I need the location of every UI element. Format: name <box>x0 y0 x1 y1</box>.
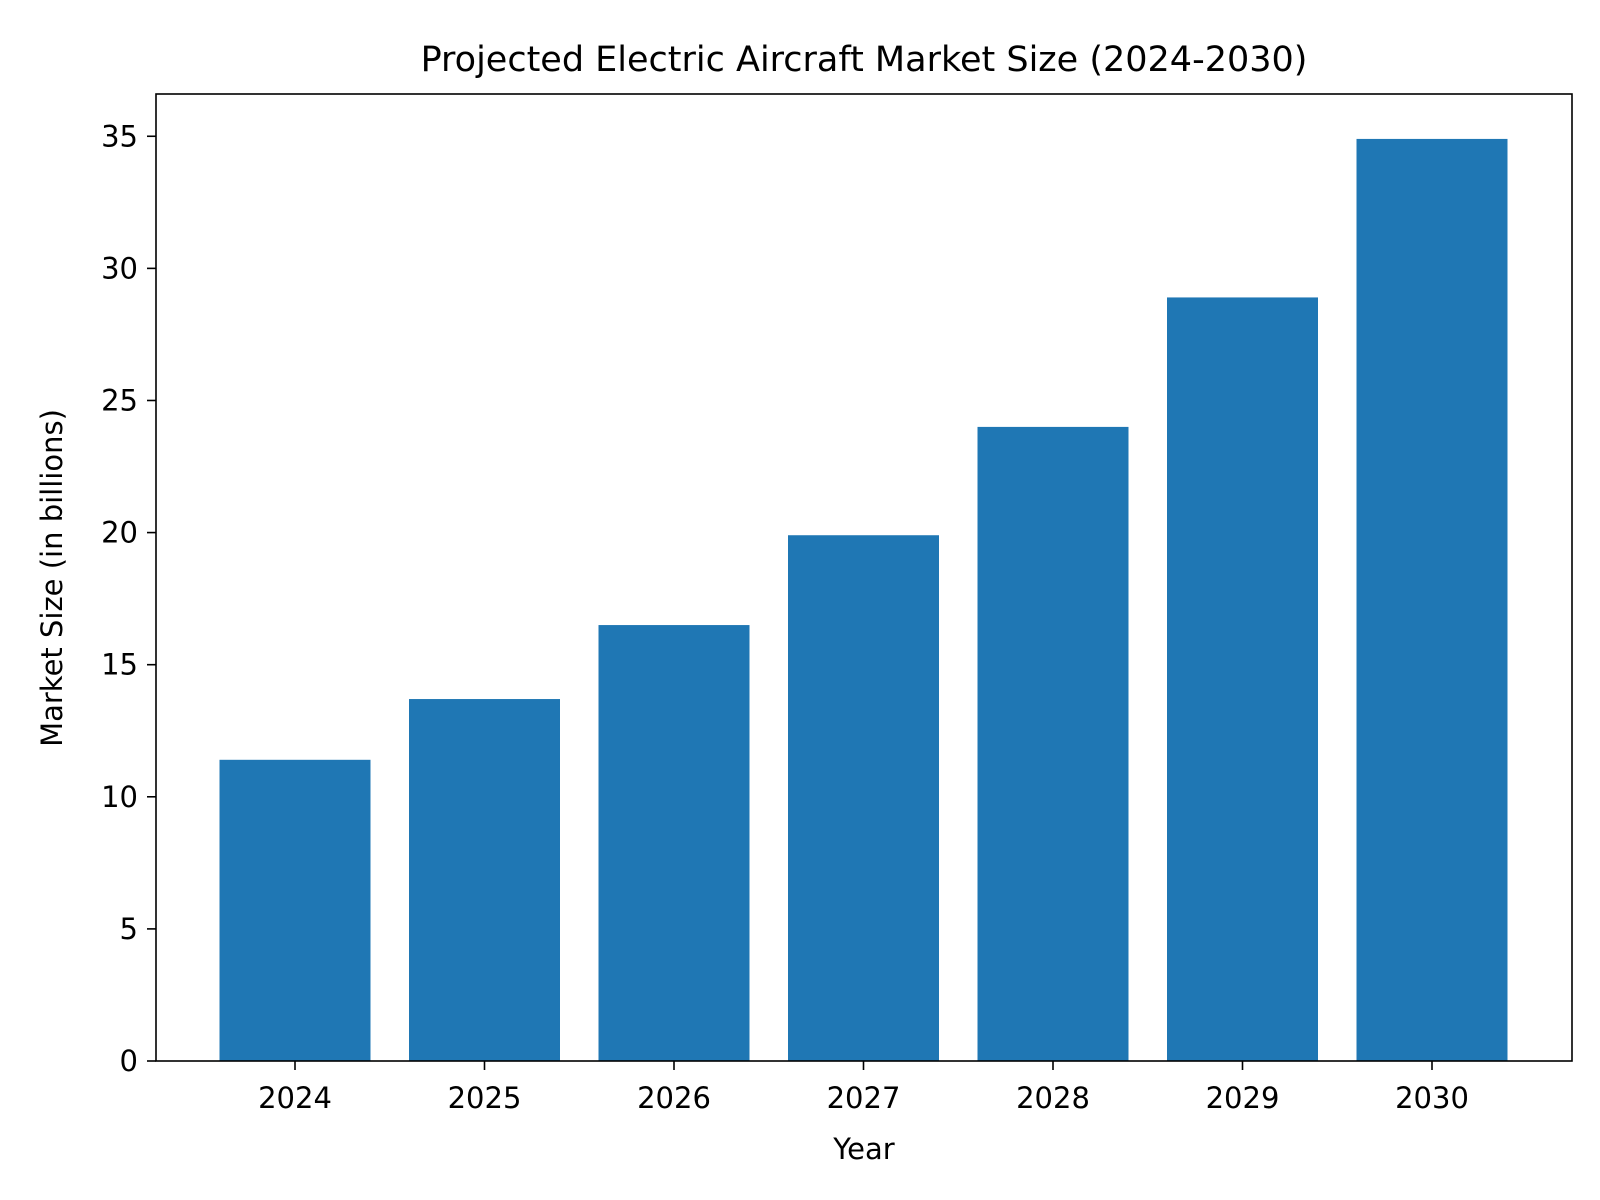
bar-2029 <box>1167 297 1318 1061</box>
bar-2028 <box>977 426 1129 1061</box>
y-tick-label-35: 35 <box>101 119 138 153</box>
bar-2025 <box>409 699 560 1061</box>
x-tick-label-2030: 2030 <box>1395 1081 1469 1115</box>
y-tick-label-30: 30 <box>101 251 138 285</box>
x-tick-label-2029: 2029 <box>1206 1081 1280 1115</box>
y-tick-label-10: 10 <box>101 780 138 814</box>
y-tick-label-5: 5 <box>120 912 138 946</box>
y-axis: 0 5 10 15 20 25 30 35 <box>101 119 156 1078</box>
y-tick-label-0: 0 <box>120 1044 138 1078</box>
chart-title: Projected Electric Aircraft Market Size … <box>421 40 1308 80</box>
y-tick-label-25: 25 <box>101 383 138 417</box>
x-tick-label-2028: 2028 <box>1016 1081 1090 1115</box>
bars-group <box>219 138 1508 1062</box>
x-axis: 2024 2025 2026 2027 2028 2029 2030 <box>258 1061 1469 1115</box>
bar-2026 <box>598 625 750 1061</box>
bar-2027 <box>788 535 939 1061</box>
x-axis-label: Year <box>832 1132 894 1166</box>
bar-2024 <box>219 759 371 1061</box>
x-tick-label-2025: 2025 <box>448 1081 522 1115</box>
y-tick-label-20: 20 <box>101 516 138 550</box>
x-tick-label-2026: 2026 <box>637 1081 711 1115</box>
y-axis-label: Market Size (in billions) <box>35 409 69 747</box>
x-tick-label-2027: 2027 <box>827 1081 901 1115</box>
x-tick-label-2024: 2024 <box>258 1081 332 1115</box>
plot-frame <box>155 93 1573 1062</box>
y-tick-label-15: 15 <box>101 648 138 682</box>
bar-2030 <box>1356 138 1508 1062</box>
